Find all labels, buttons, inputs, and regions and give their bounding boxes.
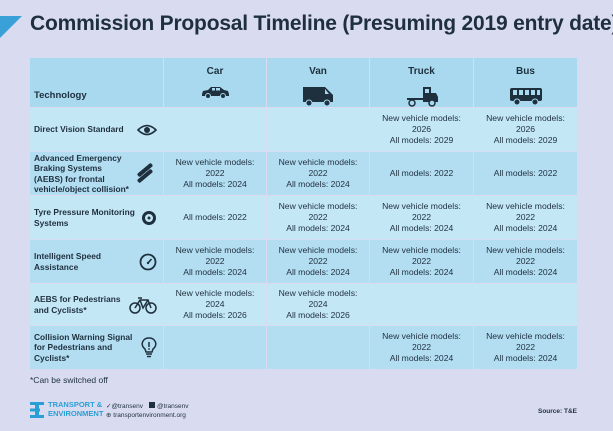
lightbulb-icon [141, 336, 157, 359]
cell-text: New vehicle models: 2022 All models: 2024 [278, 245, 358, 277]
tech-name: Advanced Emergency Braking Systems (AEBS… [34, 152, 129, 195]
tech-cell-2: Tyre Pressure Monitoring Systems [30, 196, 164, 240]
cell-text: All models: 2022 [493, 168, 558, 178]
table-cell: New vehicle models: 2022 All models: 2024 [267, 240, 370, 284]
cell-text: New vehicle models: 2022 All models: 2024 [382, 201, 461, 233]
table-cell: New vehicle models: 2022 All models: 2024 [267, 196, 370, 240]
timeline-table: Technology Car Van Truck Bus [30, 58, 578, 370]
truck-icon [406, 87, 438, 107]
cell-text: New vehicle models: 2026 All models: 2029 [486, 113, 565, 145]
cell-text: New vehicle models: 2024 All models: 2026 [278, 288, 358, 320]
car-icon [202, 87, 229, 99]
header-bus-label: Bus [516, 66, 535, 77]
header-van-label: Van [309, 66, 327, 77]
facebook-link[interactable]: @transenv [148, 402, 189, 412]
table-cell: New vehicle models: 2024 All models: 2026 [267, 284, 370, 326]
table-cell: New vehicle models: 2022 All models: 2024 [474, 196, 578, 240]
source-note: Source: T&E [537, 408, 577, 415]
cell-text: New vehicle models: 2022 All models: 2024 [382, 245, 461, 277]
cell-text: New vehicle models: 2022 All models: 2024 [382, 331, 461, 363]
title-bar: Commission Proposal Timeline (Presuming … [0, 10, 613, 44]
table-cell [267, 108, 370, 152]
table-cell: New vehicle models: 2022 All models: 2024 [267, 152, 370, 196]
table-cell: All models: 2022 [164, 196, 267, 240]
tech-cell-1: Advanced Emergency Braking Systems (AEBS… [30, 152, 164, 196]
tech-name: Intelligent Speed Assistance [34, 251, 102, 272]
table-cell: New vehicle models: 2022 All models: 2024 [164, 240, 267, 284]
header-car-label: Car [206, 66, 224, 77]
table-cell: New vehicle models: 2026 All models: 2029 [474, 108, 578, 152]
social-links: ✓@transenv @transenv ⊕ transportenvironm… [106, 402, 189, 420]
table-cell [164, 326, 267, 370]
table-cell: New vehicle models: 2022 All models: 2024 [474, 326, 578, 370]
header-technology: Technology [30, 58, 164, 108]
table-cell: New vehicle models: 2024 All models: 2026 [164, 284, 267, 326]
bus-icon [509, 88, 542, 106]
tyre-icon [141, 210, 157, 226]
table-cell [370, 284, 474, 326]
header-bus: Bus [474, 58, 578, 108]
cell-text: New vehicle models: 2026 All models: 2029 [382, 113, 461, 145]
header-truck-label: Truck [408, 66, 435, 77]
table-cell: New vehicle models: 2022 All models: 2024 [164, 152, 267, 196]
website-link[interactable]: ⊕ transportenvironment.org [106, 411, 186, 419]
header-van: Van [267, 58, 370, 108]
tech-name: Direct Vision Standard [34, 124, 124, 135]
globe-icon: ⊕ [106, 411, 112, 419]
tech-cell-0: Direct Vision Standard [30, 108, 164, 152]
cell-text: New vehicle models: 2022 All models: 2024 [486, 245, 565, 277]
table-cell: New vehicle models: 2022 All models: 2024 [370, 196, 474, 240]
tech-cell-5: Collision Warning Signal for Pedestrians… [30, 326, 164, 370]
cell-text: All models: 2022 [389, 168, 454, 178]
cell-text: New vehicle models: 2022 All models: 2024 [175, 245, 255, 277]
footnote: *Can be switched off [30, 375, 108, 385]
table-cell: New vehicle models: 2026 All models: 2029 [370, 108, 474, 152]
cell-text: New vehicle models: 2022 All models: 2024 [486, 201, 565, 233]
tech-cell-3: Intelligent Speed Assistance [30, 240, 164, 284]
bicycle-icon [129, 296, 157, 314]
speedometer-icon [139, 253, 157, 271]
twitter-link[interactable]: ✓@transenv [106, 402, 143, 410]
tech-cell-4: AEBS for Pedestrians and Cyclists* [30, 284, 164, 326]
table-cell: New vehicle models: 2022 All models: 2024 [370, 326, 474, 370]
tech-name: Collision Warning Signal for Pedestrians… [34, 331, 133, 363]
table-cell: All models: 2022 [474, 152, 578, 196]
cell-text: All models: 2022 [183, 212, 247, 222]
facebook-icon [148, 402, 155, 408]
van-icon [303, 87, 333, 107]
cell-text: New vehicle models: 2022 All models: 2024 [486, 331, 565, 363]
title-accent-icon [0, 16, 22, 38]
tech-name: Tyre Pressure Monitoring Systems [34, 207, 135, 228]
table-cell [164, 108, 267, 152]
te-logo: TRANSPORT & ENVIRONMENT [30, 400, 104, 418]
page-title: Commission Proposal Timeline (Presuming … [30, 12, 613, 35]
header-car: Car [164, 58, 267, 108]
header-truck: Truck [370, 58, 474, 108]
eye-icon [137, 124, 157, 136]
cell-text: New vehicle models: 2024 All models: 2026 [175, 288, 255, 320]
tech-name: AEBS for Pedestrians and Cyclists* [34, 294, 121, 315]
cell-text: New vehicle models: 2022 All models: 2024 [175, 157, 255, 189]
collision-icon [133, 162, 157, 186]
table-cell: New vehicle models: 2022 All models: 2024 [370, 240, 474, 284]
twitter-icon: ✓ [106, 402, 112, 410]
table-cell: All models: 2022 [370, 152, 474, 196]
logo-line2: ENVIRONMENT [48, 408, 104, 418]
table-cell [267, 326, 370, 370]
header-technology-label: Technology [34, 90, 87, 101]
table-cell: New vehicle models: 2022 All models: 2024 [474, 240, 578, 284]
table-cell [474, 284, 578, 326]
te-logo-icon [30, 401, 44, 418]
cell-text: New vehicle models: 2022 All models: 2024 [278, 201, 358, 233]
logo-line1: TRANSPORT & [48, 400, 103, 409]
cell-text: New vehicle models: 2022 All models: 2024 [278, 157, 358, 189]
